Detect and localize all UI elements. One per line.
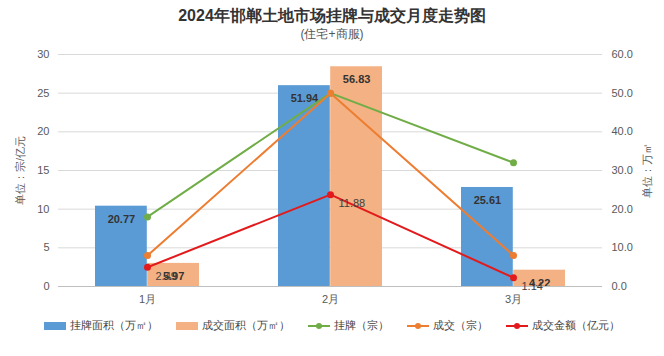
html-text:(住宅+商服): (住宅+商服) [300,27,364,41]
svg-text:51.94: 51.94 [291,92,319,104]
svg-text:50.0: 50.0 [612,87,633,99]
svg-text:2月: 2月 [322,293,339,305]
svg-text:10.0: 10.0 [612,241,633,253]
svg-text:15: 15 [37,164,49,176]
svg-text:20: 20 [37,125,49,137]
html-text:挂牌面积（万㎡）: 挂牌面积（万㎡） [70,319,158,331]
svg-text:1月: 1月 [139,293,156,305]
svg-text:11.88: 11.88 [339,197,366,209]
svg-text:0: 0 [43,280,49,292]
svg-text:2.49: 2.49 [156,270,177,282]
html-text:成交金额（亿元）: 成交金额（亿元） [532,319,620,331]
html-text:2024年邯郸土地市场挂牌与成交月度走势图: 2024年邯郸土地市场挂牌与成交月度走势图 [178,7,486,24]
svg-text:40.0: 40.0 [612,125,633,137]
svg-text:5: 5 [43,241,49,253]
svg-text:25: 25 [37,87,49,99]
svg-text:10: 10 [37,203,49,215]
svg-text:56.83: 56.83 [343,73,371,85]
svg-text:20.77: 20.77 [108,213,136,225]
html-text:成交（宗）: 成交（宗） [433,319,488,331]
svg-text:20.0: 20.0 [612,203,633,215]
svg-text:30: 30 [37,48,49,60]
svg-text:单位：万㎡: 单位：万㎡ [641,143,653,198]
svg-text:30.0: 30.0 [612,164,633,176]
svg-text:25.61: 25.61 [474,194,502,206]
html-text:成交面积（万㎡）: 成交面积（万㎡） [202,319,290,331]
svg-text:60.0: 60.0 [612,48,633,60]
svg-text:1.14: 1.14 [522,280,543,292]
html-text:挂牌（宗）: 挂牌（宗） [334,319,389,331]
svg-text:单位：宗/亿元: 单位：宗/亿元 [14,136,26,205]
svg-text:0.0: 0.0 [612,280,627,292]
svg-text:3月: 3月 [505,293,522,305]
